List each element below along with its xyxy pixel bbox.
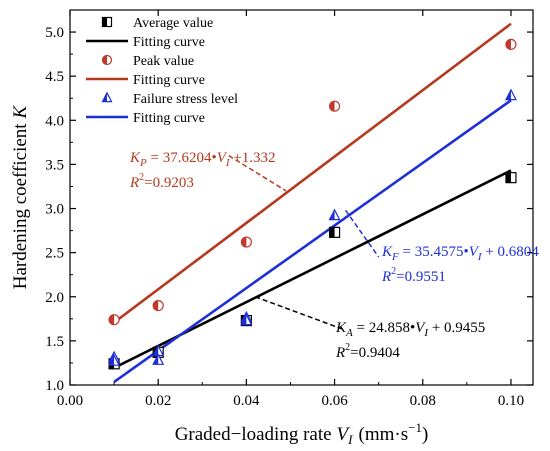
legend-label: Average value xyxy=(133,16,213,31)
x-tick-label: 0.10 xyxy=(498,393,524,409)
half-triangle-marker xyxy=(101,91,113,103)
annotation-average: KA = 24.858•VI + 0.9455 R2=0.9404 xyxy=(335,320,485,361)
y-tick-label: 4.0 xyxy=(45,113,64,129)
annotation-leader-lines xyxy=(228,154,380,331)
fit-peak-line xyxy=(113,22,512,324)
peak-point xyxy=(505,38,517,51)
annotation-peak: KP = 37.6204•VI +1.332 R2=0.9203 xyxy=(129,150,276,191)
legend: Average value Fitting curve Peak value Fitt… xyxy=(86,16,238,126)
average-point xyxy=(328,226,341,238)
x-axis-label-unit-sup: −1 xyxy=(408,420,422,435)
axis-ticks: 0.00 0.02 0.04 0.06 0.08 0.10 1.0 1.5 2.0 2.5 3.0 3… xyxy=(45,10,533,409)
peak-point xyxy=(240,236,252,248)
failure-point xyxy=(328,208,341,221)
legend-item-peak: Peak value xyxy=(101,54,194,69)
legend-label: Peak value xyxy=(133,54,194,69)
fit-lines xyxy=(113,22,512,383)
y-axis-label: Hardening coefficient K xyxy=(10,104,31,289)
half-square-marker xyxy=(101,16,113,28)
y-tick-label: 4.5 xyxy=(45,69,64,85)
legend-item-failure: Failure stress level xyxy=(101,91,238,107)
x-tick-label: 0.04 xyxy=(233,393,260,409)
y-tick-label: 3.5 xyxy=(45,157,64,173)
half-circle-marker xyxy=(101,54,113,66)
x-axis-label-text: Graded−loading rate xyxy=(175,424,332,445)
peak-point xyxy=(328,100,341,112)
annotation-leader-peak xyxy=(228,154,287,192)
failure-point xyxy=(504,88,517,101)
annotation-equation: KA = 24.858•VI + 0.9455 xyxy=(335,320,485,339)
failure-point xyxy=(152,353,165,365)
annotation-r-squared: R2=0.9203 xyxy=(129,172,194,191)
x-tick-label: 0.02 xyxy=(145,393,171,409)
x-tick-label: 0.08 xyxy=(410,393,436,409)
average-point xyxy=(505,172,517,184)
annotation-r-squared: R2=0.9551 xyxy=(381,266,446,285)
failure-point xyxy=(240,313,253,326)
plot-frame xyxy=(69,9,534,386)
y-tick-label: 3.0 xyxy=(45,202,64,218)
fit-failure-line xyxy=(113,99,512,383)
legend-item-fit-peak: Fitting curve xyxy=(86,73,205,88)
annotation-leader-average xyxy=(254,296,344,331)
legend-item-fit-failure: Fitting curve xyxy=(86,111,205,126)
legend-item-average: Average value xyxy=(101,16,213,31)
annotation-equation: KP = 37.6204•VI +1.332 xyxy=(129,150,276,169)
legend-label: Fitting curve xyxy=(133,111,205,126)
x-axis-label-unit-a: (mm·s xyxy=(359,424,409,445)
y-tick-label: 2.5 xyxy=(45,246,64,262)
x-axis-label-var: V xyxy=(337,424,351,445)
y-tick-label: 1.5 xyxy=(45,334,64,350)
x-tick-label: 0.00 xyxy=(57,393,83,409)
legend-label: Failure stress level xyxy=(133,92,238,107)
annotation-r-squared: R2=0.9404 xyxy=(335,342,400,361)
legend-label: Fitting curve xyxy=(133,35,205,50)
peak-point xyxy=(108,314,120,326)
x-axis-label-sub: I xyxy=(347,432,353,447)
peak-point xyxy=(152,299,164,312)
x-axis-label: Graded−loading rate VI (mm·s−1) xyxy=(175,420,429,447)
x-tick-label: 0.06 xyxy=(321,393,348,409)
y-tick-label: 2.0 xyxy=(45,290,64,306)
annotation-labels: KP = 37.6204•VI +1.332 R2=0.9203 KF = 35.4… xyxy=(129,150,539,361)
annotation-leader-failure xyxy=(344,209,380,258)
y-axis-label-text: Hardening coefficient xyxy=(10,123,31,290)
failure-point xyxy=(108,354,121,366)
x-axis-label-unit-b: ) xyxy=(422,424,428,445)
annotation-failure: KF = 35.4575•VI + 0.6804 R2=0.9551 xyxy=(381,244,539,285)
y-axis-label-var: K xyxy=(10,104,31,119)
legend-label: Fitting curve xyxy=(133,73,205,88)
annotation-equation: KF = 35.4575•VI + 0.6804 xyxy=(381,244,539,263)
y-tick-label: 5.0 xyxy=(45,25,64,41)
y-tick-label: 1.0 xyxy=(45,378,64,394)
legend-item-fit-average: Fitting curve xyxy=(86,35,205,50)
data-points xyxy=(108,38,517,370)
